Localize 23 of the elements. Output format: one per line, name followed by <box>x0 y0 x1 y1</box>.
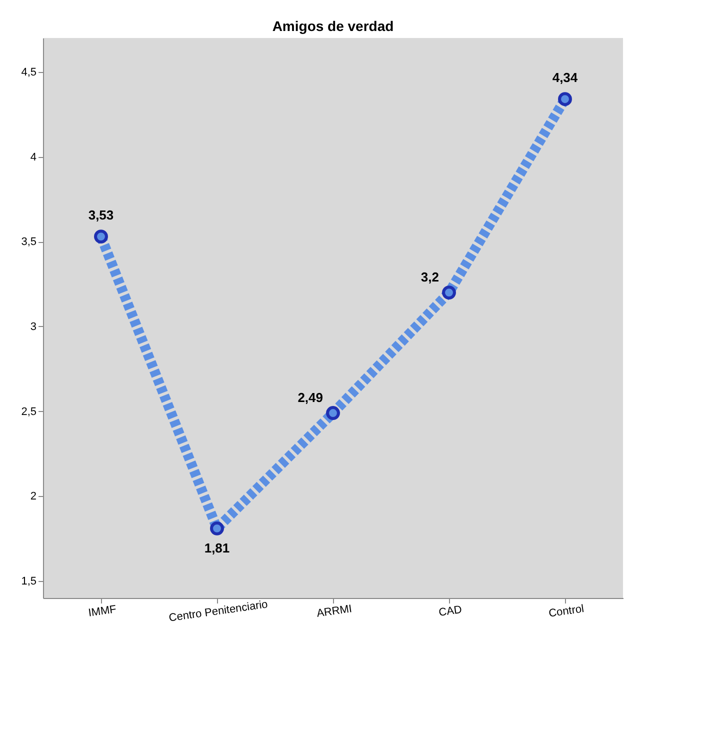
data-label: 4,34 <box>552 70 578 86</box>
y-tick-label: 3 <box>30 320 36 333</box>
point <box>558 92 572 106</box>
y-tick-label: 1,5 <box>21 576 36 588</box>
x-tick-label: Centro Penitenciario <box>168 598 269 624</box>
data-label: 1,81 <box>204 540 230 556</box>
y-tick-label: 2,5 <box>21 406 36 418</box>
chart-title: Amigos de verdad <box>272 18 394 34</box>
point <box>442 286 456 300</box>
point <box>326 406 340 420</box>
x-tick-label: ARRMI <box>316 603 353 620</box>
x-tick-label: CAD <box>438 604 463 619</box>
y-tick-label: 4,5 <box>21 66 36 78</box>
data-label: 2,49 <box>298 390 323 406</box>
x-tick-label: IMMF <box>88 604 118 620</box>
y-tick-label: 3,5 <box>21 236 36 248</box>
x-tick-label: Control <box>548 603 585 620</box>
data-label: 3,2 <box>420 270 439 285</box>
point <box>210 521 224 536</box>
point <box>94 230 108 244</box>
y-tick-label: 4 <box>30 151 36 164</box>
y-tick-label: 2 <box>30 490 36 503</box>
data-label: 3,53 <box>88 208 114 223</box>
